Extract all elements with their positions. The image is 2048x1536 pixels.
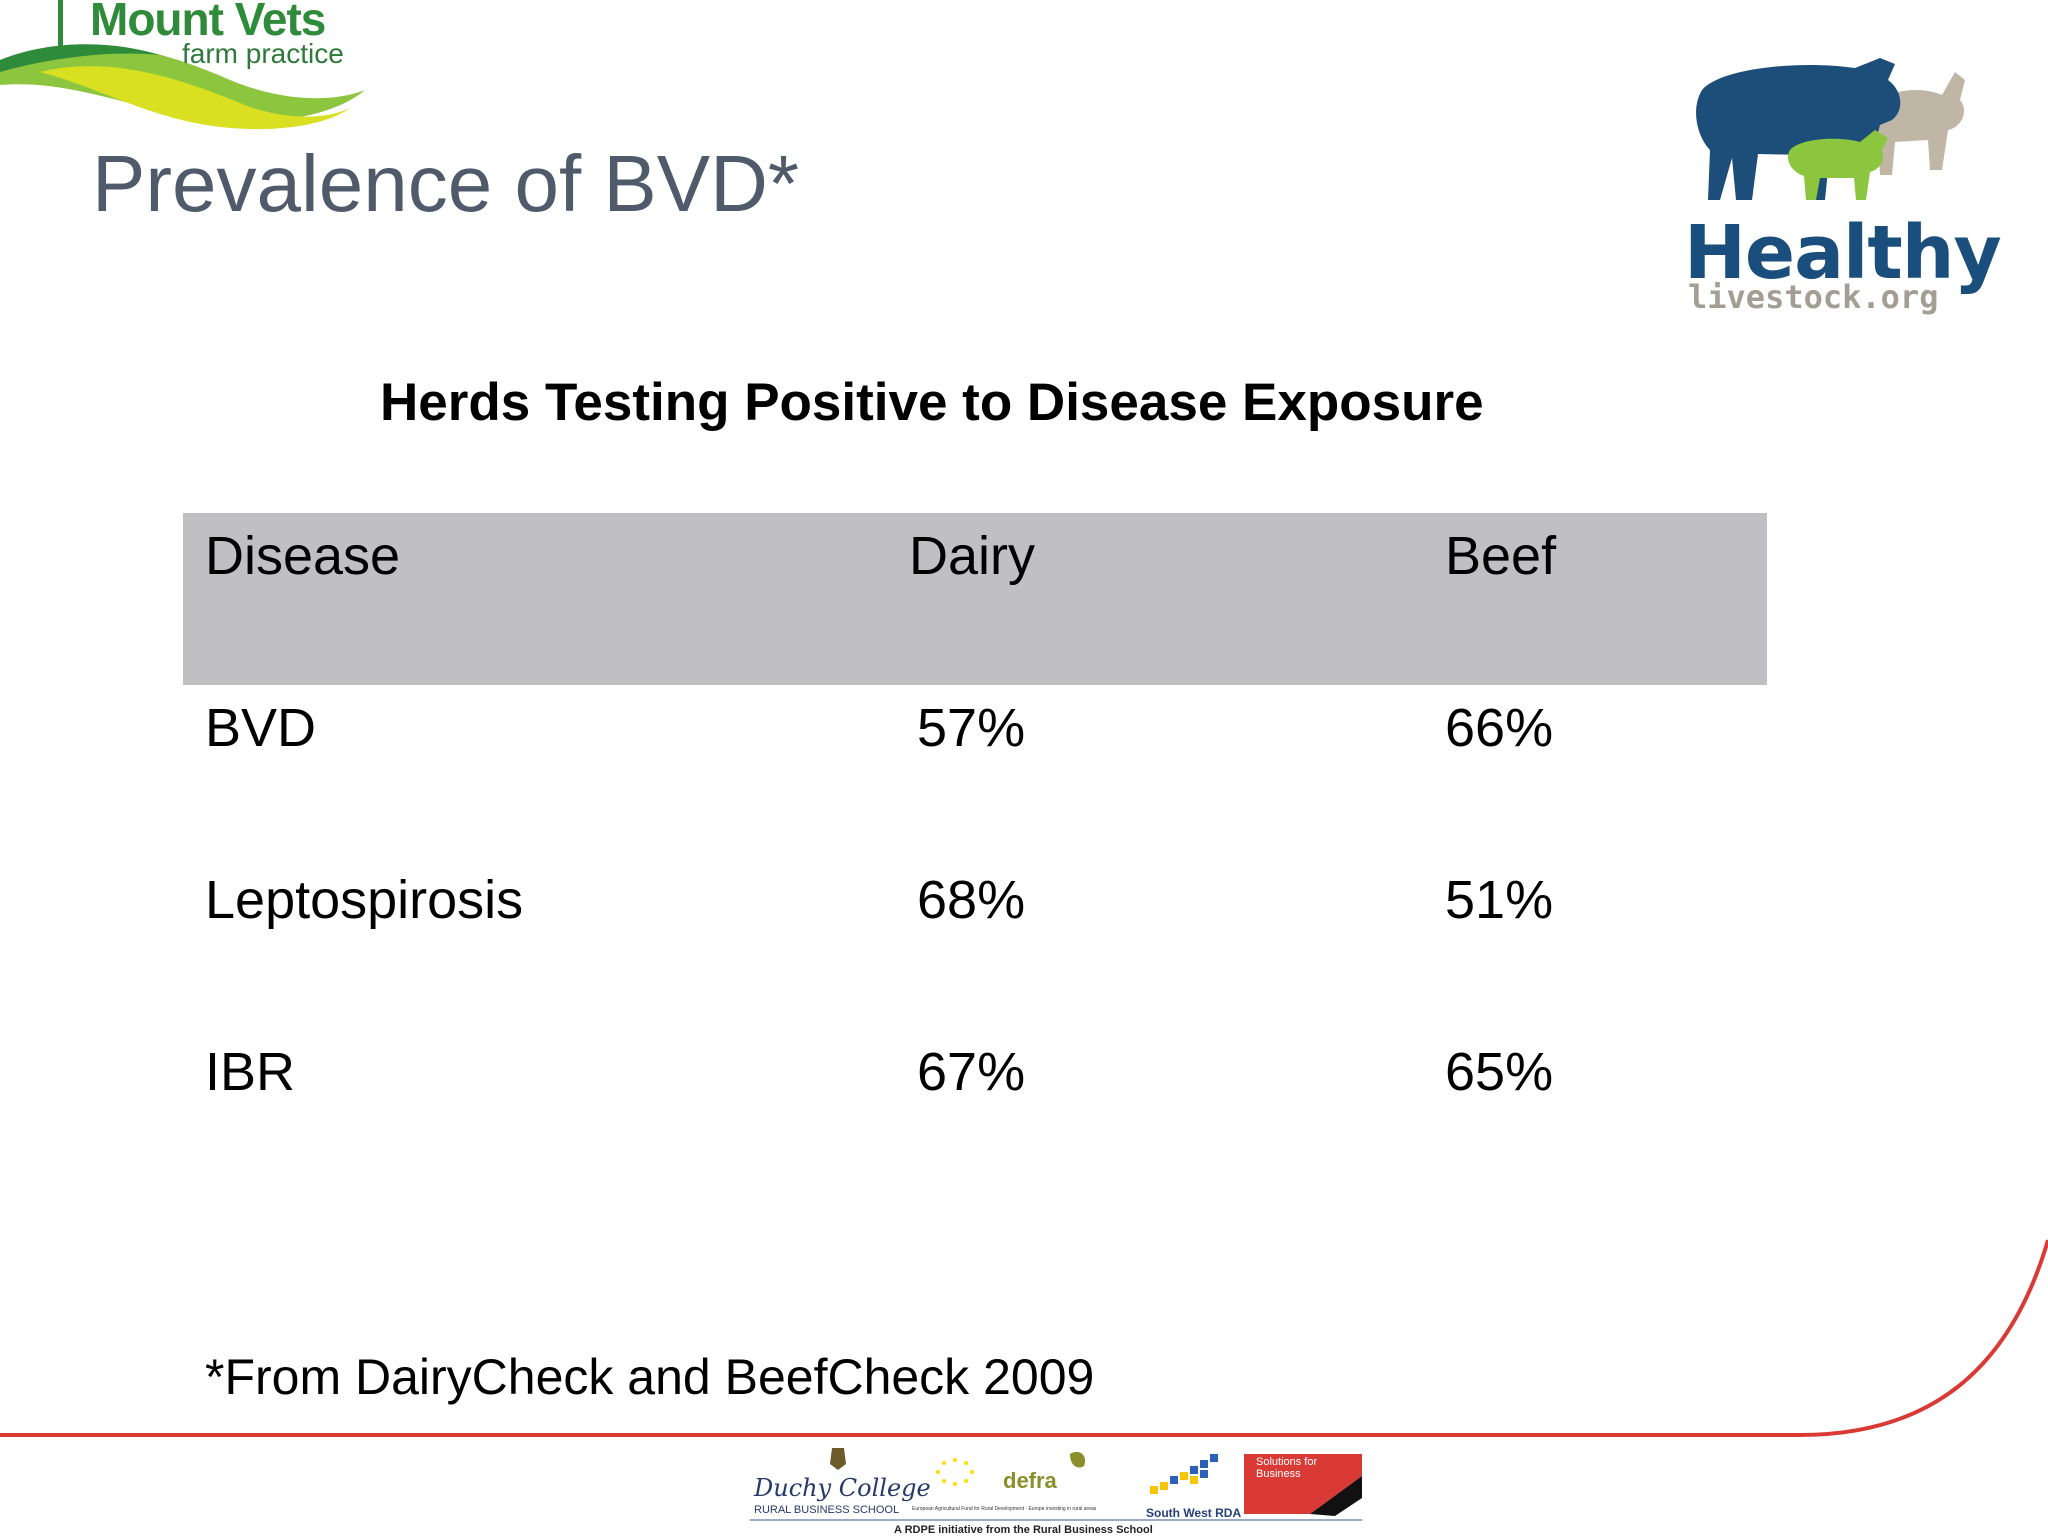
disease-table: Disease Dairy Beef BVD 57% 66% Leptospir… bbox=[183, 513, 1767, 1201]
header-dairy: Dairy bbox=[909, 526, 1036, 586]
row-disease: IBR bbox=[205, 1042, 296, 1102]
mount-vets-logo: Mount Vets farm practice bbox=[0, 0, 380, 140]
rdpe-tagline: A RDPE initiative from the Rural Busines… bbox=[894, 1524, 1153, 1536]
mount-vets-subtitle: farm practice bbox=[182, 38, 344, 69]
row-dairy: 68% bbox=[917, 870, 1026, 930]
livestock-silhouette-icon bbox=[1696, 58, 1965, 200]
rural-business-school-label: RURAL BUSINESS SCHOOL bbox=[754, 1504, 900, 1516]
healthy-wordmark: Healthy bbox=[1684, 210, 2002, 296]
mount-vets-swoosh-icon bbox=[0, 0, 365, 130]
page-title: Prevalence of BVD* bbox=[92, 139, 800, 228]
table-row: IBR 67% 65% bbox=[183, 1029, 1767, 1201]
row-beef: 51% bbox=[1445, 870, 1554, 930]
footer-red-curve bbox=[0, 1239, 2048, 1437]
table-row: Leptospirosis 68% 51% bbox=[183, 857, 1767, 1029]
footnote: *From DairyCheck and BeefCheck 2009 bbox=[205, 1349, 1095, 1405]
healthy-livestock-logo: Healthy livestock.org bbox=[1680, 50, 2002, 320]
table-row: BVD 57% 66% bbox=[183, 685, 1767, 857]
row-dairy: 57% bbox=[917, 698, 1026, 758]
row-disease: BVD bbox=[205, 698, 317, 758]
defra-logo: defra bbox=[1003, 1468, 1057, 1493]
livestock-url: livestock.org bbox=[1688, 278, 1939, 316]
row-beef: 65% bbox=[1445, 1042, 1554, 1102]
duchy-college-logo: Duchy College bbox=[754, 1474, 931, 1502]
row-disease: Leptospirosis bbox=[205, 870, 524, 930]
solutions-for-business-logo: Solutions for Business bbox=[1256, 1456, 1318, 1480]
row-dairy: 67% bbox=[917, 1042, 1026, 1102]
table-subtitle: Herds Testing Positive to Disease Exposu… bbox=[380, 373, 1484, 432]
row-beef: 66% bbox=[1445, 698, 1554, 758]
table-header-row: Disease Dairy Beef bbox=[183, 513, 1767, 685]
sponsor-logos: Duchy College RURAL BUSINESS SCHOOL defr… bbox=[750, 1446, 1362, 1536]
header-disease: Disease bbox=[205, 526, 401, 586]
header-beef: Beef bbox=[1445, 526, 1557, 586]
south-west-rda-logo: South West RDA bbox=[1146, 1506, 1242, 1520]
mount-vets-name: Mount Vets bbox=[90, 0, 326, 45]
sponsor-graphics-icon bbox=[750, 1448, 1362, 1521]
eu-fund-label: European Agricultural Fund for Rural Dev… bbox=[912, 1506, 1097, 1512]
